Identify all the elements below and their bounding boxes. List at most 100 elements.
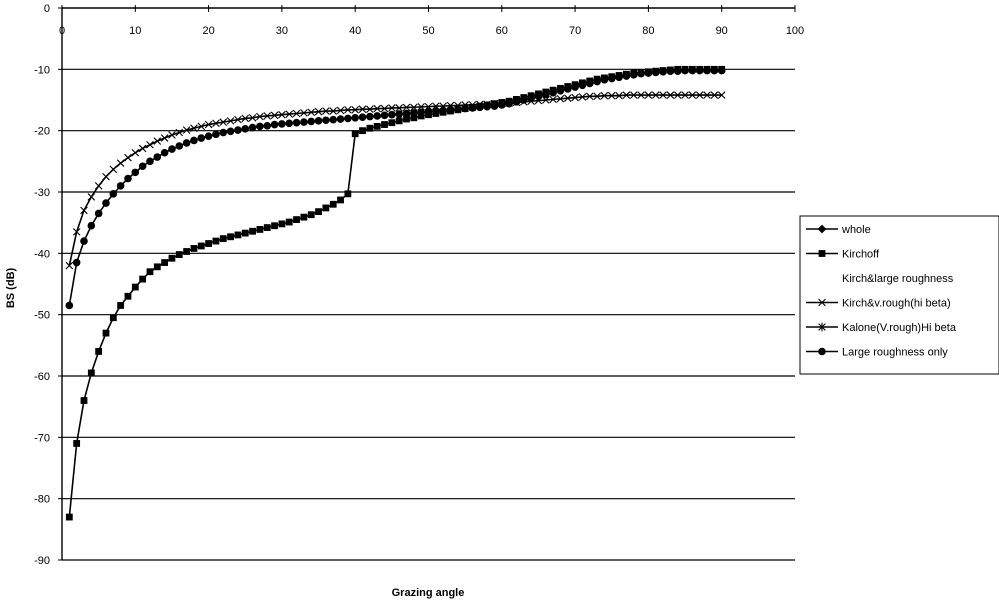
legend-entry-label: Kirchoff xyxy=(842,249,880,261)
data-point xyxy=(109,314,117,322)
x-tick-label: 80 xyxy=(642,25,654,37)
data-point xyxy=(138,162,147,171)
x-tick-label: 50 xyxy=(422,25,434,37)
data-point xyxy=(388,104,396,112)
data-point xyxy=(212,130,220,139)
data-point xyxy=(607,74,616,83)
data-point xyxy=(644,69,653,77)
data-point xyxy=(681,91,689,99)
data-point xyxy=(175,251,183,258)
data-point xyxy=(336,115,345,123)
data-point xyxy=(585,92,594,101)
data-point xyxy=(182,139,191,147)
data-point xyxy=(534,92,543,101)
data-point xyxy=(373,104,381,113)
data-point xyxy=(476,103,484,112)
data-point xyxy=(234,126,242,134)
data-point xyxy=(395,117,403,125)
x-tick-label: 20 xyxy=(202,25,214,37)
data-point xyxy=(271,222,278,230)
legend-entry-label: Large roughness only xyxy=(842,347,948,359)
data-point xyxy=(73,440,81,447)
gridlines xyxy=(62,68,795,561)
data-point xyxy=(395,110,403,118)
data-point xyxy=(571,83,579,91)
data-point xyxy=(703,66,711,75)
data-point xyxy=(241,125,250,133)
data-point xyxy=(87,369,95,377)
y-tick-label: -10 xyxy=(34,64,50,76)
data-point xyxy=(278,110,286,119)
data-point xyxy=(454,105,462,113)
data-point xyxy=(688,91,697,99)
data-point xyxy=(344,190,352,198)
data-point xyxy=(556,94,565,103)
data-point xyxy=(710,91,719,99)
data-point xyxy=(615,73,623,82)
data-point xyxy=(571,93,579,102)
x-tick-label: 60 xyxy=(496,25,508,37)
data-point xyxy=(190,124,198,133)
data-point xyxy=(622,72,631,80)
data-point xyxy=(278,220,286,228)
data-point xyxy=(102,199,110,207)
data-point xyxy=(659,67,667,76)
data-point xyxy=(307,117,316,126)
data-point xyxy=(381,121,388,128)
data-point xyxy=(315,208,322,216)
data-point xyxy=(337,196,344,204)
data-point xyxy=(563,94,572,102)
data-point xyxy=(270,120,279,129)
legend-entry-label: Kalone(V.rough)Hi beta xyxy=(842,322,957,334)
data-point xyxy=(270,111,279,120)
y-tick-label: -90 xyxy=(34,555,50,567)
data-point xyxy=(160,148,169,157)
data-point xyxy=(219,128,228,137)
data-point xyxy=(403,115,410,123)
y-tick-label: -30 xyxy=(34,187,50,199)
data-point xyxy=(695,66,704,75)
series-kirchoff xyxy=(65,65,726,521)
data-point xyxy=(212,237,220,245)
data-point xyxy=(139,275,147,283)
data-point xyxy=(153,263,161,271)
data-point xyxy=(241,114,250,123)
data-point xyxy=(461,104,469,113)
data-point xyxy=(168,131,176,139)
data-point xyxy=(468,104,477,112)
data-point xyxy=(549,95,557,104)
data-point xyxy=(248,123,257,132)
data-point xyxy=(182,126,191,134)
data-point xyxy=(644,91,653,99)
data-point xyxy=(300,213,308,221)
data-point xyxy=(124,153,132,162)
x-tick-label: 40 xyxy=(349,25,361,37)
x-tick-label: 100 xyxy=(786,25,804,37)
data-point xyxy=(285,110,294,118)
data-point xyxy=(212,119,220,128)
legend-entry-label: whole xyxy=(841,224,871,236)
x-tick-label: 30 xyxy=(276,25,288,37)
data-point xyxy=(322,116,330,125)
x-axis-title: Grazing angle xyxy=(392,587,465,599)
data-point xyxy=(600,75,609,84)
data-point xyxy=(256,226,264,233)
data-point xyxy=(593,77,601,86)
data-point xyxy=(366,112,374,121)
data-point xyxy=(710,66,719,75)
data-point xyxy=(80,397,88,404)
data-point xyxy=(322,107,330,115)
y-tick-label: 0 xyxy=(44,3,50,15)
data-point xyxy=(593,92,601,101)
data-point xyxy=(541,90,550,99)
data-point xyxy=(256,122,264,131)
data-point xyxy=(131,283,139,291)
data-point xyxy=(204,120,213,129)
data-point xyxy=(695,91,704,99)
data-point xyxy=(329,115,338,124)
data-point xyxy=(65,301,74,310)
data-point xyxy=(424,107,433,116)
legend-swatch-marker xyxy=(817,224,827,234)
data-point xyxy=(578,93,587,101)
data-point xyxy=(549,88,557,97)
